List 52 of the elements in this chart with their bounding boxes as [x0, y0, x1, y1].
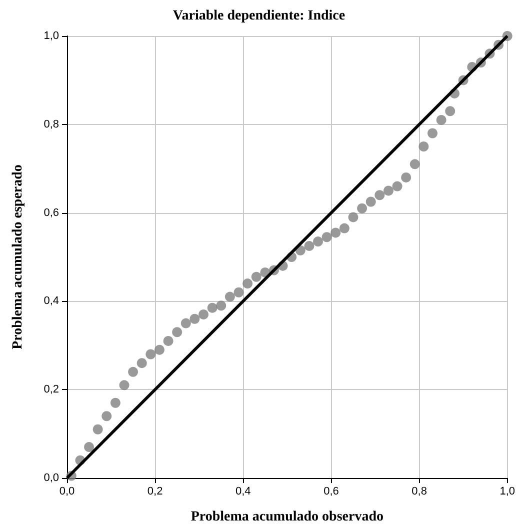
point [304, 240, 314, 251]
point [242, 278, 253, 289]
point [216, 300, 226, 311]
y-tick-label: 0,8 [44, 118, 59, 130]
x-axis-title: Problema acumulado observado [190, 510, 384, 524]
point [436, 114, 446, 125]
y-tick-label: 0,6 [44, 206, 59, 219]
point [392, 181, 402, 192]
point [180, 318, 191, 328]
x-tick-label: 0,0 [59, 486, 75, 498]
point [313, 236, 323, 247]
point [357, 203, 368, 214]
point [251, 272, 262, 282]
x-tick-label: 0,4 [235, 486, 251, 498]
point [172, 327, 182, 338]
point [146, 349, 156, 360]
point [224, 292, 235, 302]
point [383, 186, 394, 196]
point [207, 302, 218, 313]
point [190, 314, 200, 324]
x-tick-label: 0,6 [324, 486, 339, 498]
point [136, 358, 147, 368]
point [92, 424, 103, 434]
x-tick-label: 0,8 [412, 486, 427, 498]
point [339, 223, 350, 234]
point [428, 128, 438, 138]
point [330, 228, 341, 238]
x-tick-label: 0,2 [147, 486, 163, 498]
chart-title: Variable dependiente: Indice [172, 8, 346, 24]
point [154, 344, 164, 355]
point [234, 287, 244, 298]
point [401, 172, 412, 182]
y-axis-title: Problema acumulado esperado [10, 164, 26, 350]
point [322, 232, 332, 242]
point [84, 442, 94, 452]
point [119, 380, 130, 390]
y-tick-label: 0,0 [44, 472, 59, 484]
point [198, 309, 209, 320]
point [374, 190, 385, 200]
point [445, 106, 456, 116]
point [366, 196, 376, 207]
y-tick-label: 1,0 [44, 30, 59, 42]
point [410, 159, 420, 170]
point [163, 336, 174, 346]
point [348, 212, 358, 222]
point [418, 142, 429, 152]
y-tick-label: 0,2 [44, 384, 59, 396]
point [128, 366, 138, 377]
point [110, 398, 120, 408]
point [102, 411, 112, 422]
y-tick-label: 0,4 [44, 295, 59, 308]
x-tick-label: 1,0 [500, 486, 516, 498]
